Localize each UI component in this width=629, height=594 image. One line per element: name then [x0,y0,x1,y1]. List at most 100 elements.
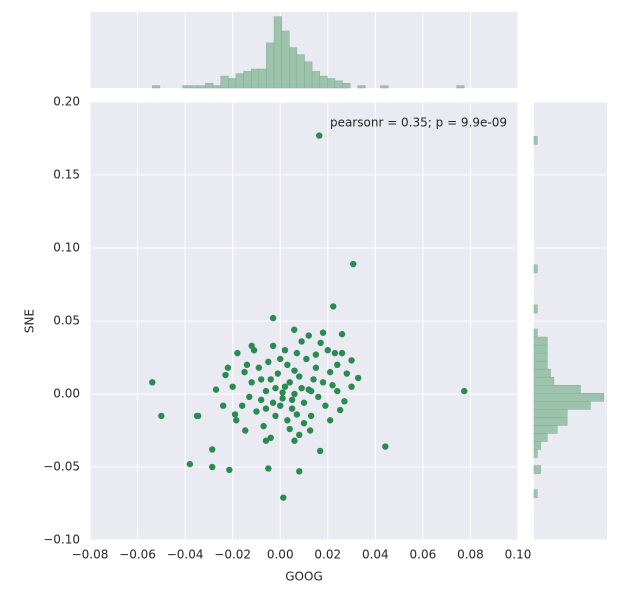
point [274,370,282,377]
point [267,376,274,383]
point [291,390,298,398]
x-tick-label: 0.06 [410,548,437,562]
point [348,357,355,364]
point [317,339,324,347]
point [281,347,289,354]
x-tick-label: 0.02 [314,548,341,562]
point [284,417,291,424]
point [319,329,327,336]
point [312,364,320,371]
hist-bar [281,30,290,89]
hist-bar [533,433,548,442]
hist-bar [533,417,568,426]
hist-bar [533,352,548,362]
point [234,349,241,357]
point [277,355,284,363]
point [300,399,308,406]
point [329,382,336,389]
point [307,412,315,420]
point [343,370,350,377]
y-axis-label: SNE [23,309,37,333]
hist-bar [533,368,551,378]
point [326,417,334,424]
hist-bar [205,83,214,89]
point [293,411,301,418]
point [341,398,348,405]
point [338,349,346,357]
point [326,368,334,376]
point [288,396,296,404]
hist-bar [327,78,336,89]
x-tick-label: 0.04 [362,548,389,562]
hist-bar [533,336,548,346]
hist-bar [533,304,538,314]
hist-bar [533,489,538,498]
point [281,383,289,390]
point [238,402,246,409]
hist-bar [533,328,538,338]
point [258,396,265,404]
point [382,443,389,450]
hist-bar [533,409,568,418]
point [272,384,279,392]
point [310,376,317,383]
hist-bar [533,465,541,474]
point [246,393,253,401]
hist-bar [220,75,229,89]
point [262,387,270,395]
point [288,405,296,412]
hist-bar [212,85,222,89]
point [334,361,341,368]
point [209,446,216,453]
hist-bar [456,85,465,89]
point [255,364,263,371]
point [260,422,267,430]
point [461,387,468,395]
point [291,326,298,333]
point [331,349,339,357]
point [291,437,298,444]
x-tick-label: −0.08 [72,548,109,562]
hist-bar [266,42,275,89]
point [334,387,341,395]
point [226,466,233,474]
point [262,437,270,444]
point [330,303,337,310]
point [242,427,249,434]
hist-bar [533,376,555,386]
point [296,431,303,439]
point [286,379,293,386]
y-tick-label: −0.05 [43,460,80,474]
hist-bar [273,16,282,89]
marks [149,16,604,501]
hist-bar [319,75,328,89]
point [303,355,310,363]
hist-bar [533,393,604,402]
hist-bar [357,85,366,89]
point [262,405,270,412]
hist-bar [380,85,389,89]
x-tick-label: −0.02 [214,548,251,562]
x-tick-label: 0.00 [267,548,294,562]
point [279,395,286,402]
y-tick-label: −0.10 [43,533,80,547]
hist-bar [243,71,252,89]
point [265,465,272,472]
point [194,412,202,420]
point [300,420,308,427]
point [186,460,194,468]
hist-bar [190,85,199,89]
point [315,393,322,401]
point [250,347,258,354]
point [296,373,303,380]
point [269,314,277,322]
hist-bar [533,449,538,458]
point [219,402,227,409]
point [355,374,362,382]
hist-bar [182,85,191,89]
x-axis-label: GOOG [285,570,323,584]
hist-bar [533,441,541,450]
point [277,402,284,409]
hist-bar [228,78,237,89]
